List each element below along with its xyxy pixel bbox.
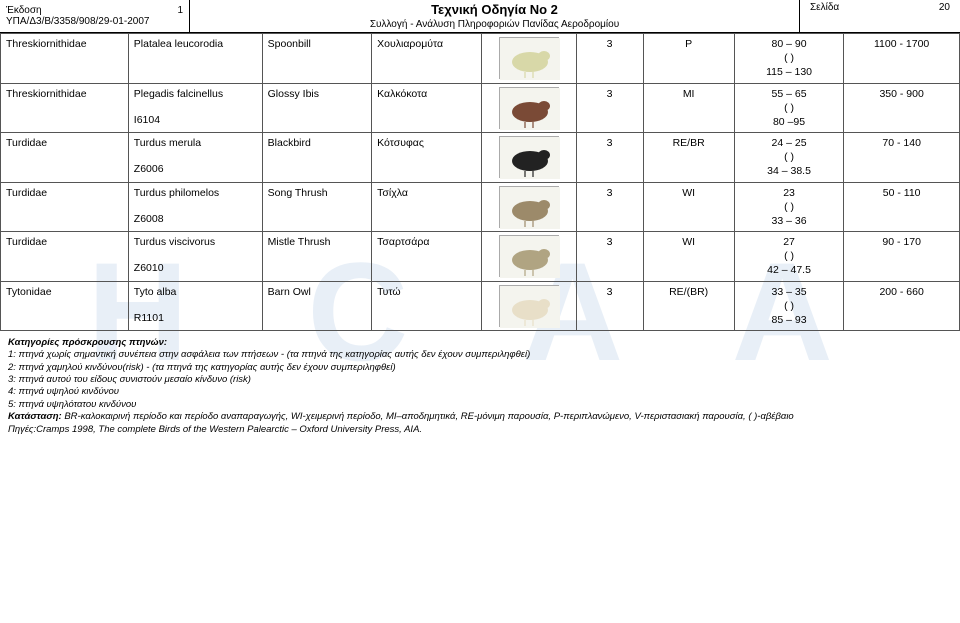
table-row: ThreskiornithidaePlegadis falcinellusI61… (1, 83, 960, 133)
cat-4: 4: πτηνά υψηλού κινδύνου (8, 386, 952, 398)
header-right: Σελίδα 20 (800, 0, 960, 32)
species-code: Z6010 (134, 261, 257, 275)
cell-english: Song Thrush (262, 182, 372, 232)
edition-no: 1 (177, 5, 183, 16)
cell-scientific: Turdus philomelosZ6008 (128, 182, 262, 232)
cell-risk: 3 (576, 83, 643, 133)
bird-icon (499, 285, 559, 327)
cat-2: 2: πτηνά χαμηλού κινδύνου(risk) - (τα πτ… (8, 362, 952, 374)
cell-english: Spoonbill (262, 34, 372, 84)
cat-title: Κατηγορίες πρόσκρουσης πτηνών: (8, 337, 167, 348)
cell-image (481, 182, 576, 232)
cell-status: WI (643, 182, 734, 232)
cell-risk: 3 (576, 182, 643, 232)
cell-scientific: Turdus viscivorusZ6010 (128, 232, 262, 282)
cell-image (481, 133, 576, 183)
cell-status: MI (643, 83, 734, 133)
cell-english: Barn Owl (262, 281, 372, 331)
cell-greek: Τσαρτσάρα (372, 232, 482, 282)
cat-1: 1: πτηνά χωρίς σημαντική συνέπεια στην α… (8, 349, 952, 361)
cell-image (481, 34, 576, 84)
footer: Κατηγορίες πρόσκρουσης πτηνών: 1: πτηνά … (0, 331, 960, 438)
cell-wingspan: 90 - 170 (844, 232, 960, 282)
table-row: ThreskiornithidaePlatalea leucorodiaSpoo… (1, 34, 960, 84)
cell-greek: Χουλιαρομύτα (372, 34, 482, 84)
cell-family: Turdidae (1, 182, 129, 232)
bird-icon (499, 186, 559, 228)
cell-family: Tytonidae (1, 281, 129, 331)
species-code: R1101 (134, 311, 257, 325)
cell-risk: 3 (576, 133, 643, 183)
page-label: Σελίδα (810, 2, 839, 13)
cell-wingspan: 70 - 140 (844, 133, 960, 183)
cell-status: RE/BR (643, 133, 734, 183)
cell-status: WI (643, 232, 734, 282)
cell-family: Threskiornithidae (1, 83, 129, 133)
status-text: BR-καλοκαιρινή περίοδο και περίοδο αναπα… (64, 411, 793, 422)
cat-3: 3: πτηνά αυτού του είδους συνιστούν μεσα… (8, 374, 952, 386)
cell-family: Turdidae (1, 232, 129, 282)
header-left: Έκδοση 1 ΥΠΑ/Δ3/Β/3358/908/29-01-2007 (0, 0, 190, 32)
cell-english: Mistle Thrush (262, 232, 372, 282)
header: Έκδοση 1 ΥΠΑ/Δ3/Β/3358/908/29-01-2007 Τε… (0, 0, 960, 33)
cell-greek: Καλκόκοτα (372, 83, 482, 133)
cell-english: Blackbird (262, 133, 372, 183)
bird-icon (499, 37, 559, 79)
cell-wingspan: 50 - 110 (844, 182, 960, 232)
cell-greek: Κότσυφας (372, 133, 482, 183)
cell-scientific: Plegadis falcinellusI6104 (128, 83, 262, 133)
doc-title: Τεχνική Οδηγία Νο 2 (196, 2, 793, 17)
status-label: Κατάσταση: (8, 411, 62, 422)
species-code: I6104 (134, 113, 257, 127)
bird-icon (499, 87, 559, 129)
cell-length: 27( )42 – 47.5 (734, 232, 844, 282)
edition-label: Έκδοση (6, 5, 42, 16)
cell-risk: 3 (576, 232, 643, 282)
cell-family: Turdidae (1, 133, 129, 183)
cell-risk: 3 (576, 34, 643, 84)
cell-status: P (643, 34, 734, 84)
species-code: Z6006 (134, 162, 257, 176)
page: Έκδοση 1 ΥΠΑ/Δ3/Β/3358/908/29-01-2007 Τε… (0, 0, 960, 438)
cell-english: Glossy Ibis (262, 83, 372, 133)
doc-subtitle: Συλλογή - Ανάλυση Πληροφοριών Πανίδας Αε… (196, 19, 793, 30)
cell-greek: Τσίχλα (372, 182, 482, 232)
cell-wingspan: 200 - 660 (844, 281, 960, 331)
cell-length: 55 – 65( )80 –95 (734, 83, 844, 133)
bird-icon (499, 235, 559, 277)
doc-ref: ΥΠΑ/Δ3/Β/3358/908/29-01-2007 (6, 16, 183, 27)
header-mid: Τεχνική Οδηγία Νο 2 Συλλογή - Ανάλυση Πλ… (190, 0, 800, 32)
cell-image (481, 232, 576, 282)
cell-wingspan: 1100 - 1700 (844, 34, 960, 84)
table-row: TytonidaeTyto albaR1101Barn OwlΤυτώ 3RE/(… (1, 281, 960, 331)
cell-greek: Τυτώ (372, 281, 482, 331)
table-row: TurdidaeTurdus philomelosZ6008Song Thrus… (1, 182, 960, 232)
page-no: 20 (939, 2, 950, 13)
cell-length: 24 – 25( )34 – 38.5 (734, 133, 844, 183)
cell-family: Threskiornithidae (1, 34, 129, 84)
cat-5: 5: πτηνά υψηλότατου κινδύνου (8, 399, 952, 411)
cell-image (481, 281, 576, 331)
bird-icon (499, 136, 559, 178)
table-row: TurdidaeTurdus viscivorusZ6010Mistle Thr… (1, 232, 960, 282)
cell-scientific: Turdus merulaZ6006 (128, 133, 262, 183)
cell-risk: 3 (576, 281, 643, 331)
cell-length: 23( )33 – 36 (734, 182, 844, 232)
cell-wingspan: 350 - 900 (844, 83, 960, 133)
sources: Πηγές:Cramps 1998, The complete Birds of… (8, 424, 952, 436)
cell-image (481, 83, 576, 133)
table-row: TurdidaeTurdus merulaZ6006BlackbirdΚότσυ… (1, 133, 960, 183)
cell-status: RE/(BR) (643, 281, 734, 331)
cell-length: 33 – 35( )85 – 93 (734, 281, 844, 331)
bird-table: ThreskiornithidaePlatalea leucorodiaSpoo… (0, 33, 960, 331)
cell-scientific: Platalea leucorodia (128, 34, 262, 84)
cell-scientific: Tyto albaR1101 (128, 281, 262, 331)
cell-length: 80 – 90( )115 – 130 (734, 34, 844, 84)
species-code: Z6008 (134, 212, 257, 226)
